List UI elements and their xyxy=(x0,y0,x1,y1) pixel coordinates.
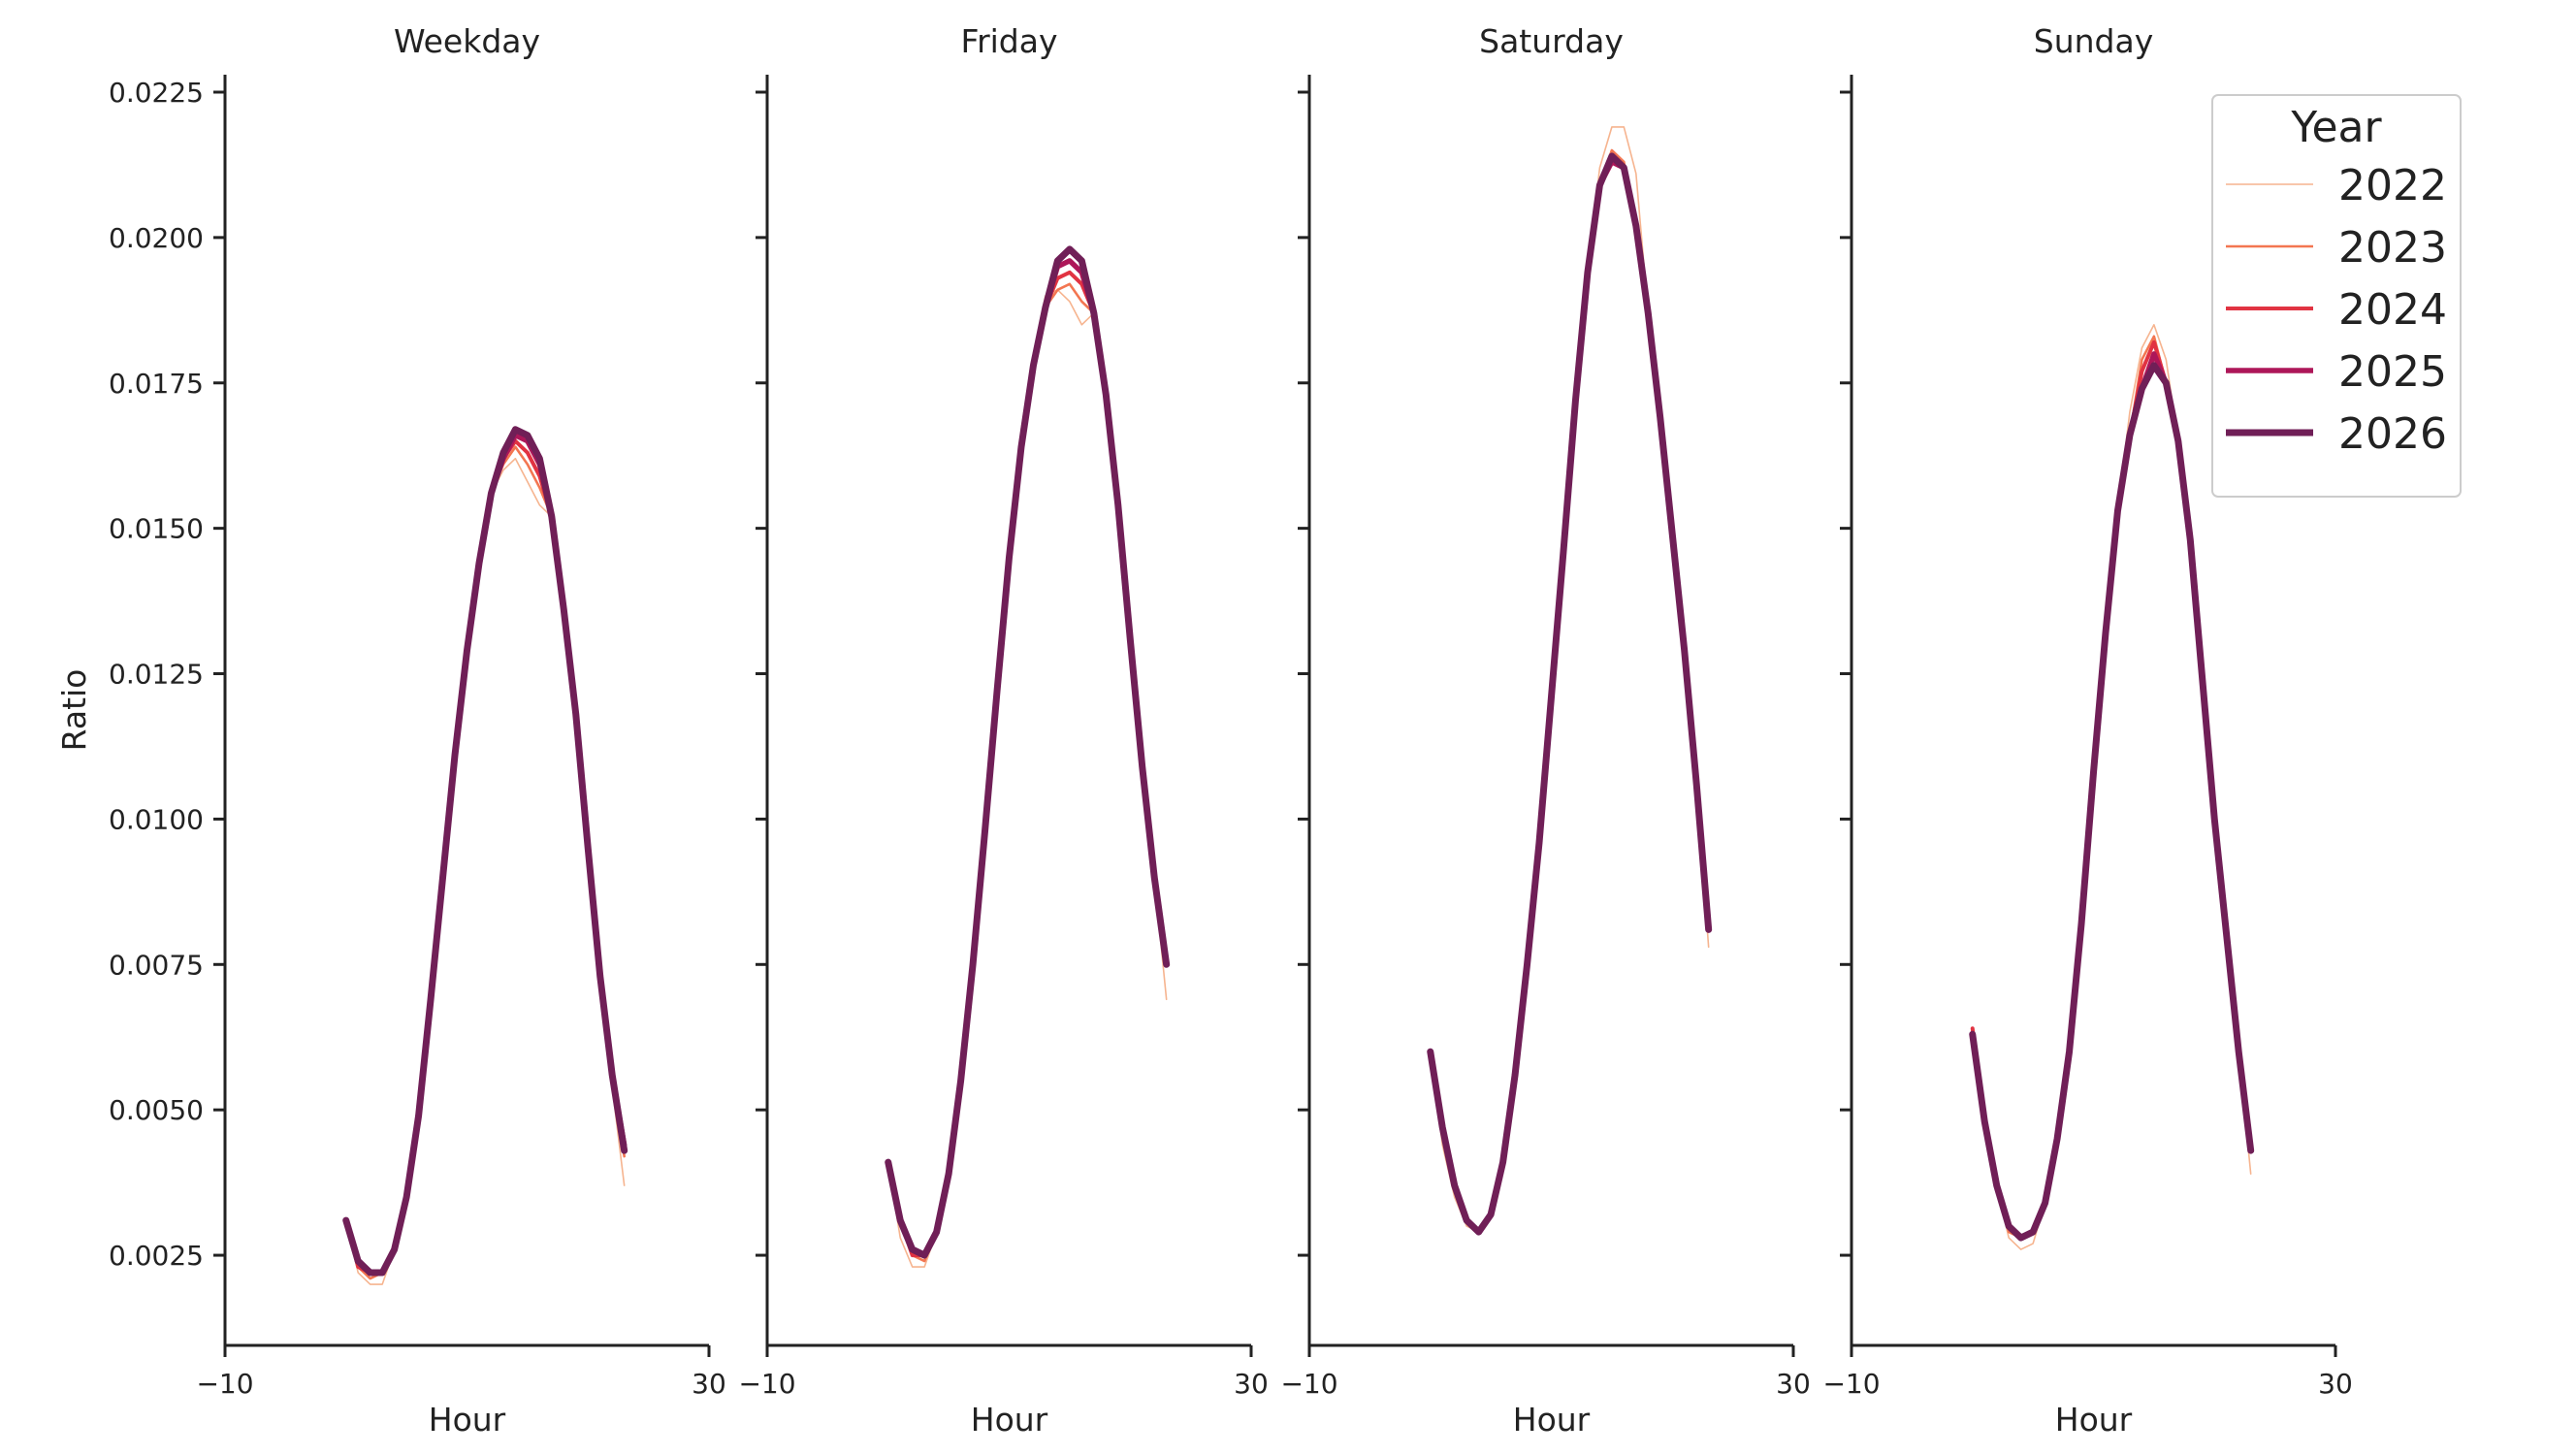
y-tick-label: 0.0225 xyxy=(109,77,204,109)
legend-label: 2022 xyxy=(2338,161,2447,210)
series-line xyxy=(1427,152,1713,1236)
panel-title: Friday xyxy=(960,22,1057,60)
x-tick-label: 30 xyxy=(2318,1368,2353,1400)
legend: Year 2022 2023 2024 2025 2026 xyxy=(2211,94,2462,498)
series-line xyxy=(885,245,1171,1259)
panel-title: Weekday xyxy=(394,22,540,60)
series-line xyxy=(344,445,626,1280)
panel-title: Saturday xyxy=(1479,22,1624,60)
x-tick-label: −10 xyxy=(196,1368,253,1400)
x-tick-label: 30 xyxy=(1234,1368,1269,1400)
y-tick-label: 0.0100 xyxy=(109,803,204,835)
series-line xyxy=(1970,351,2254,1241)
y-tick-label: 0.0050 xyxy=(109,1094,204,1126)
x-axis-label: Hour xyxy=(429,1401,506,1439)
series-line xyxy=(344,457,626,1285)
legend-label: 2025 xyxy=(2338,347,2447,397)
series-line xyxy=(343,438,627,1276)
series-line xyxy=(886,282,1168,1263)
y-tick-label: 0.0125 xyxy=(109,659,204,691)
legend-label: 2023 xyxy=(2338,223,2447,273)
legend-title: Year xyxy=(2290,103,2382,152)
series-line xyxy=(1428,159,1712,1235)
y-tick-label: 0.0075 xyxy=(109,949,204,981)
series-line xyxy=(1969,362,2255,1242)
x-tick-label: 30 xyxy=(692,1368,726,1400)
x-tick-label: 30 xyxy=(1776,1368,1811,1400)
x-tick-label: −10 xyxy=(1280,1368,1337,1400)
series-line xyxy=(1429,126,1710,1233)
y-tick-label: 0.0025 xyxy=(109,1240,204,1272)
x-tick-label: −10 xyxy=(738,1368,795,1400)
y-tick-label: 0.0175 xyxy=(109,368,204,400)
x-axis-label: Hour xyxy=(2055,1401,2133,1439)
x-tick-label: −10 xyxy=(1822,1368,1880,1400)
x-axis-label: Hour xyxy=(971,1401,1048,1439)
series-line xyxy=(1429,148,1710,1234)
series-line xyxy=(343,433,628,1276)
legend-frame xyxy=(2211,94,2462,498)
panel-title: Sunday xyxy=(2034,22,2153,60)
legend-label: 2024 xyxy=(2338,285,2447,335)
series-line xyxy=(886,289,1168,1268)
series-line xyxy=(342,426,628,1277)
x-axis-label: Hour xyxy=(1513,1401,1591,1439)
y-tick-label: 0.0150 xyxy=(109,513,204,545)
y-axis-label: Ratio xyxy=(55,669,93,752)
legend-label: 2026 xyxy=(2338,409,2447,459)
series-line xyxy=(1428,153,1711,1235)
y-tick-label: 0.0200 xyxy=(109,222,204,254)
